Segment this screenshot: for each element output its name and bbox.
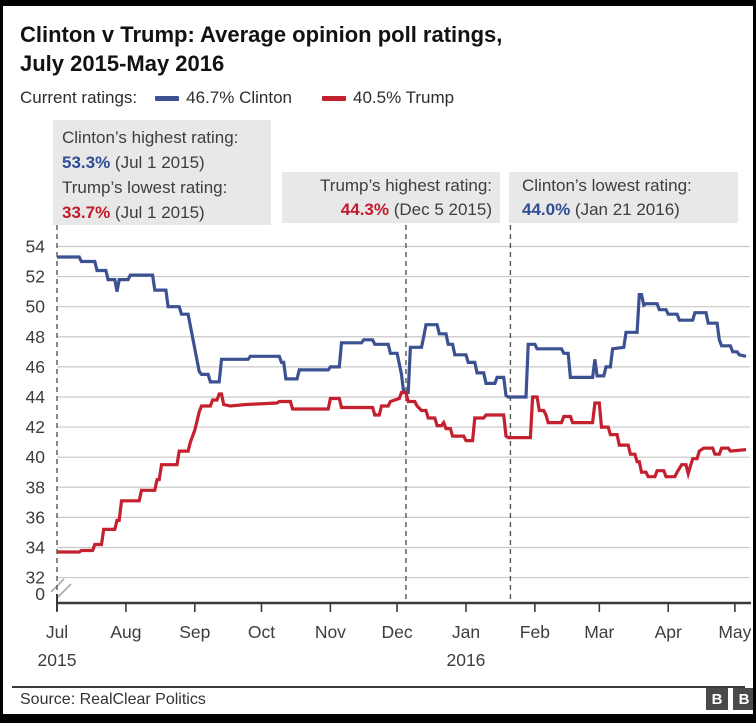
footer-source: Source: RealClear Politics [20, 691, 206, 708]
x-label-jul: Jul [46, 622, 68, 642]
y-tick-32: 32 [26, 568, 45, 588]
annotation-clinton-highest: Clinton’s highest rating: [62, 128, 239, 147]
frame-border-top [0, 0, 756, 6]
clinton-highest-value: 53.3% [62, 153, 111, 172]
y-tick-44: 44 [26, 387, 46, 407]
clinton-line [57, 255, 747, 399]
x-label-aug: Aug [110, 622, 141, 642]
x-label-nov: Nov [315, 622, 346, 642]
y-tick-38: 38 [26, 477, 45, 497]
x-label-feb: Feb [520, 622, 550, 642]
annotation-trump-highest-value: 44.3% (Dec 5 2015) [340, 200, 492, 219]
y-tick-54: 54 [26, 236, 46, 256]
axis-break-mark [57, 583, 72, 598]
annotation-clinton-highest-value: 53.3% (Jul 1 2015) [62, 153, 205, 172]
x-label-dec: Dec [381, 622, 412, 642]
bbc-logo: B B [706, 688, 755, 710]
annotation-clinton-lowest: Clinton’s lowest rating: [522, 176, 692, 195]
legend-entry-trump: 40.5% Trump [322, 88, 454, 108]
legend: Current ratings: 46.7% Clinton 40.5% Tru… [20, 88, 484, 108]
annotation-box-jul2015: Clinton’s highest rating: 53.3% (Jul 1 2… [53, 120, 271, 225]
axis-break-mark [50, 578, 65, 593]
y-tick-50: 50 [26, 297, 46, 317]
frame-border-left [0, 0, 3, 723]
x-year-2016: 2016 [446, 650, 485, 670]
legend-entry-clinton-text: 46.7% Clinton [186, 88, 293, 107]
y-tick-46: 46 [26, 357, 45, 377]
y-tick-36: 36 [26, 507, 45, 527]
legend-entry-clinton: 46.7% Clinton [155, 88, 292, 108]
bbc-logo-block-1: B [706, 688, 728, 710]
x-label-may: May [718, 622, 751, 642]
annotation-trump-lowest: Trump’s lowest rating: [62, 178, 228, 197]
y-tick-52: 52 [26, 267, 45, 287]
trump-lowest-value: 33.7% [62, 203, 111, 222]
footer-divider [12, 686, 745, 688]
x-label-oct: Oct [248, 622, 275, 642]
x-label-apr: Apr [655, 622, 682, 642]
frame-border-bottom [0, 714, 756, 723]
x-label-mar: Mar [584, 622, 614, 642]
y-tick-34: 34 [26, 537, 46, 557]
y-tick-42: 42 [26, 417, 45, 437]
y-tick-zero: 0 [35, 584, 45, 604]
annotation-clinton-lowest-value: 44.0% (Jan 21 2016) [522, 200, 680, 219]
chart-title-line1: Clinton v Trump: Average opinion poll ra… [20, 22, 503, 47]
annotation-box-jan2016: Clinton’s lowest rating: 44.0% (Jan 21 2… [509, 172, 738, 223]
annotation-trump-lowest-value: 33.7% (Jul 1 2015) [62, 203, 205, 222]
trump-highest-value: 44.3% [340, 200, 389, 219]
y-tick-48: 48 [26, 327, 45, 347]
chart-title: Clinton v Trump: Average opinion poll ra… [20, 20, 502, 78]
legend-label: Current ratings: [20, 88, 138, 107]
y-tick-40: 40 [26, 447, 46, 467]
clinton-line-swatch [155, 95, 180, 101]
bbc-logo-block-2: B [733, 688, 755, 710]
trump-line [57, 390, 747, 554]
x-year-2015: 2015 [38, 650, 77, 670]
clinton-lowest-value: 44.0% [522, 200, 571, 219]
legend-entry-trump-text: 40.5% Trump [353, 88, 455, 107]
trump-line-swatch [322, 95, 347, 101]
x-label-jan: Jan [452, 622, 480, 642]
annotation-box-dec2015: Trump’s highest rating: 44.3% (Dec 5 201… [282, 172, 500, 223]
chart-title-line2: July 2015-May 2016 [20, 51, 225, 76]
x-label-sep: Sep [179, 622, 210, 642]
annotation-trump-highest: Trump’s highest rating: [320, 176, 492, 195]
